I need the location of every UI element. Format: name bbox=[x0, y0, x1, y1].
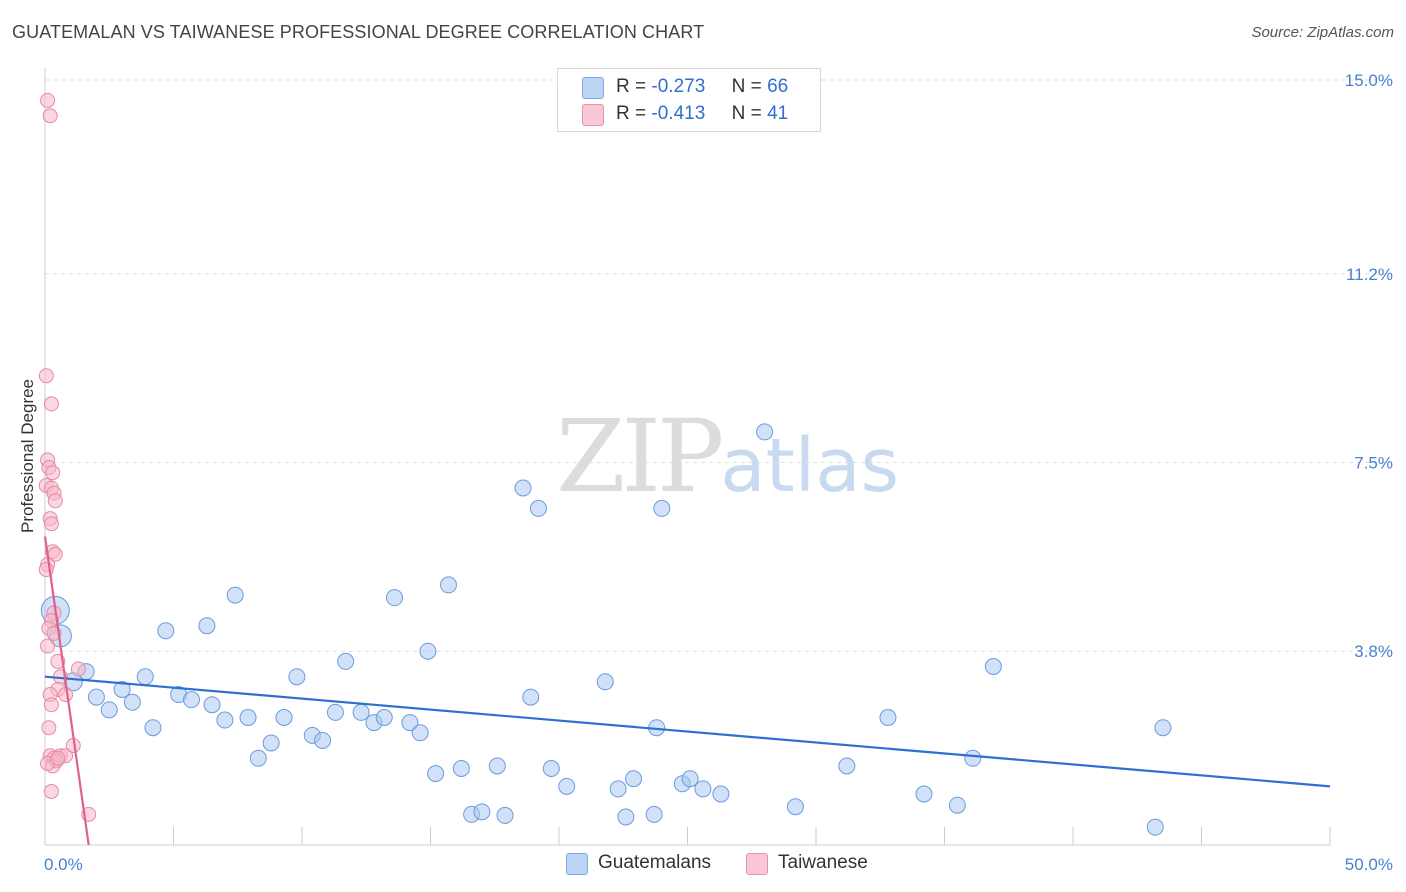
legend-r-value: -0.413 bbox=[651, 103, 706, 124]
point-guatemalans bbox=[1146, 818, 1164, 836]
point-guatemalans bbox=[182, 691, 200, 709]
point-guatemalans bbox=[712, 785, 730, 803]
legend-r-label: R = bbox=[616, 76, 647, 97]
point-taiwanese bbox=[43, 783, 59, 799]
point-guatemalans bbox=[401, 714, 419, 732]
point-taiwanese bbox=[70, 661, 86, 677]
point-guatemalans bbox=[411, 724, 429, 742]
point-guatemalans bbox=[239, 709, 257, 726]
point-guatemalans bbox=[427, 765, 445, 783]
point-guatemalans bbox=[144, 719, 162, 737]
point-guatemalans bbox=[375, 709, 393, 726]
legend-swatch-taiwanese bbox=[582, 104, 604, 126]
point-guatemalans bbox=[542, 760, 560, 777]
trendline-guatemalans bbox=[44, 675, 1331, 788]
point-taiwanese bbox=[38, 368, 54, 384]
point-taiwanese bbox=[50, 750, 66, 766]
point-taiwanese bbox=[47, 493, 63, 509]
point-guatemalans bbox=[386, 589, 404, 607]
correlation-legend: R = -0.273 N = 66 R = -0.413 N = 41 bbox=[557, 68, 821, 132]
point-guatemalans bbox=[419, 642, 437, 660]
bottom-legend-swatch-taiwanese bbox=[746, 853, 768, 875]
point-taiwanese bbox=[43, 396, 59, 412]
y-tick-label: 11.2% bbox=[1346, 265, 1393, 284]
point-guatemalans bbox=[203, 696, 221, 714]
legend-n-label: N = bbox=[731, 76, 762, 97]
point-guatemalans bbox=[596, 673, 614, 691]
chart-title: GUATEMALAN VS TAIWANESE PROFESSIONAL DEG… bbox=[12, 22, 705, 42]
point-guatemalans bbox=[352, 703, 370, 721]
point-guatemalans bbox=[529, 499, 547, 517]
legend-n-value: 41 bbox=[767, 103, 789, 124]
zipatlas-watermark: ZIPatlas bbox=[556, 398, 899, 515]
point-guatemalans bbox=[87, 688, 105, 706]
y-tick-label: 15.0% bbox=[1345, 71, 1393, 90]
point-guatemalans bbox=[1154, 719, 1172, 737]
point-guatemalans bbox=[123, 693, 141, 711]
point-guatemalans bbox=[198, 617, 216, 635]
point-guatemalans bbox=[314, 731, 332, 749]
point-taiwanese bbox=[40, 92, 56, 108]
legend-r-value: -0.273 bbox=[651, 76, 706, 97]
watermark-atlas: atlas bbox=[720, 423, 900, 509]
y-tick-label: 3.8% bbox=[1354, 642, 1393, 661]
point-guatemalans bbox=[157, 622, 175, 640]
legend-n-value: 66 bbox=[767, 76, 789, 97]
point-guatemalans bbox=[100, 701, 118, 719]
point-guatemalans bbox=[915, 785, 933, 803]
point-guatemalans bbox=[337, 652, 355, 670]
point-guatemalans bbox=[275, 709, 293, 726]
point-guatemalans bbox=[838, 757, 856, 775]
trendline-taiwanese bbox=[43, 536, 90, 846]
y-tick-label: 7.5% bbox=[1354, 454, 1393, 473]
point-guatemalans bbox=[522, 688, 540, 706]
point-guatemalans bbox=[964, 749, 982, 767]
point-guatemalans bbox=[226, 586, 244, 604]
point-guatemalans bbox=[262, 734, 280, 752]
point-guatemalans bbox=[948, 796, 966, 814]
point-guatemalans bbox=[113, 680, 131, 698]
point-guatemalans bbox=[439, 576, 457, 594]
point-taiwanese bbox=[45, 465, 61, 481]
point-guatemalans bbox=[136, 668, 154, 686]
point-guatemalans bbox=[473, 803, 491, 821]
bottom-legend-label-guatemalans: Guatemalans bbox=[598, 852, 712, 873]
point-guatemalans bbox=[216, 711, 234, 729]
point-guatemalans bbox=[558, 777, 576, 795]
legend-n-label: N = bbox=[731, 103, 762, 124]
legend-r-label: R = bbox=[616, 103, 647, 124]
point-taiwanese bbox=[40, 638, 56, 654]
point-guatemalans bbox=[645, 805, 663, 823]
watermark-zip: ZIP bbox=[556, 398, 724, 515]
point-guatemalans bbox=[452, 760, 470, 777]
point-taiwanese bbox=[41, 720, 57, 736]
bottom-legend-label-taiwanese: Taiwanese bbox=[778, 852, 868, 873]
point-guatemalans bbox=[681, 770, 699, 788]
point-guatemalans bbox=[617, 808, 635, 826]
bottom-legend-swatch-guatemalans bbox=[566, 853, 588, 875]
point-taiwanese bbox=[42, 108, 58, 124]
point-guatemalans bbox=[514, 479, 532, 497]
point-guatemalans bbox=[756, 423, 774, 441]
point-guatemalans bbox=[326, 703, 344, 721]
point-guatemalans bbox=[625, 770, 643, 788]
source-label: Source: ZipAtlas.com bbox=[1251, 24, 1394, 41]
point-guatemalans bbox=[496, 806, 514, 824]
point-taiwanese bbox=[43, 697, 59, 713]
point-guatemalans bbox=[609, 780, 627, 798]
point-guatemalans bbox=[653, 499, 671, 517]
point-taiwanese bbox=[43, 516, 59, 532]
point-guatemalans bbox=[288, 668, 306, 686]
x-tick-label-max: 50.0% bbox=[1345, 855, 1393, 874]
point-guatemalans bbox=[694, 780, 712, 798]
x-tick-label-min: 0.0% bbox=[44, 855, 83, 874]
point-taiwanese bbox=[58, 687, 74, 703]
point-guatemalans bbox=[786, 798, 804, 816]
point-guatemalans bbox=[249, 749, 267, 767]
point-guatemalans bbox=[879, 709, 897, 726]
legend-swatch-guatemalans bbox=[582, 77, 604, 99]
point-guatemalans bbox=[984, 658, 1002, 675]
point-guatemalans bbox=[488, 757, 506, 775]
